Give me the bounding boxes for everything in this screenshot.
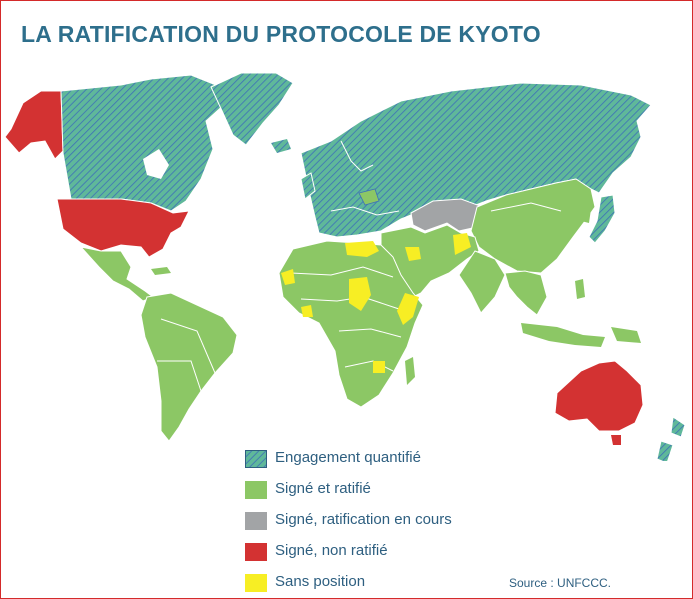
legend-swatch-ratification-en-cours [245, 512, 267, 530]
region-eastern-europe [358, 188, 380, 206]
region-japan [588, 194, 616, 244]
region-iceland [271, 139, 291, 153]
legend-swatch-engagement [245, 450, 267, 468]
region-australia [554, 360, 644, 432]
region-western-sahara [281, 269, 295, 285]
region-kazakhstan [410, 198, 484, 232]
region-west-africa [301, 305, 313, 317]
border-africa-3 [338, 328, 402, 338]
legend-label-non-ratifie: Signé, non ratifié [275, 542, 388, 559]
border-africa-1 [290, 266, 394, 278]
legend-swatch-non-ratifie [245, 543, 267, 561]
region-hudson-bay [143, 149, 169, 179]
region-southeast-asia [504, 270, 548, 316]
border-south-america-2 [157, 360, 202, 392]
region-china [470, 178, 596, 274]
region-madagascar [405, 357, 415, 385]
region-south-america [140, 292, 238, 442]
region-india [458, 250, 506, 314]
region-alaska [4, 90, 64, 160]
region-usa [56, 198, 190, 258]
region-indonesia [521, 323, 605, 347]
border-mongolia [490, 202, 562, 212]
legend-label-ratification-en-cours: Signé, ratification en cours [275, 511, 452, 528]
region-greenland [210, 72, 294, 146]
border-south-america-1 [160, 318, 216, 374]
region-tasmania [611, 435, 621, 445]
region-korea [581, 207, 591, 223]
border-europe [330, 206, 400, 216]
region-philippines [575, 279, 585, 299]
border-scandinavia [340, 140, 374, 172]
world-map [4, 72, 686, 461]
legend-label-signe-ratifie: Signé et ratifié [275, 480, 371, 497]
region-iraq [405, 247, 421, 261]
region-mexico-central-america [79, 246, 155, 302]
region-new-guinea [611, 327, 641, 343]
region-canada [60, 74, 227, 212]
legend-label-engagement: Engagement quantifié [275, 449, 421, 466]
region-british-isles [300, 172, 316, 200]
region-zimbabwe [373, 361, 385, 373]
legend-swatch-sans-position [245, 574, 267, 592]
source-note: Source : UNFCCC. [509, 576, 612, 590]
map-title: LA RATIFICATION DU PROTOCOLE DE KYOTO [21, 21, 541, 47]
region-horn-of-africa [397, 293, 419, 325]
legend-label-sans-position: Sans position [275, 573, 366, 590]
region-chad [349, 277, 371, 311]
region-new-zealand [656, 416, 686, 461]
region-libya [345, 241, 379, 257]
region-afghanistan [453, 233, 471, 255]
legend-swatch-signe-ratifie [245, 481, 267, 499]
region-caribbean [151, 267, 171, 275]
